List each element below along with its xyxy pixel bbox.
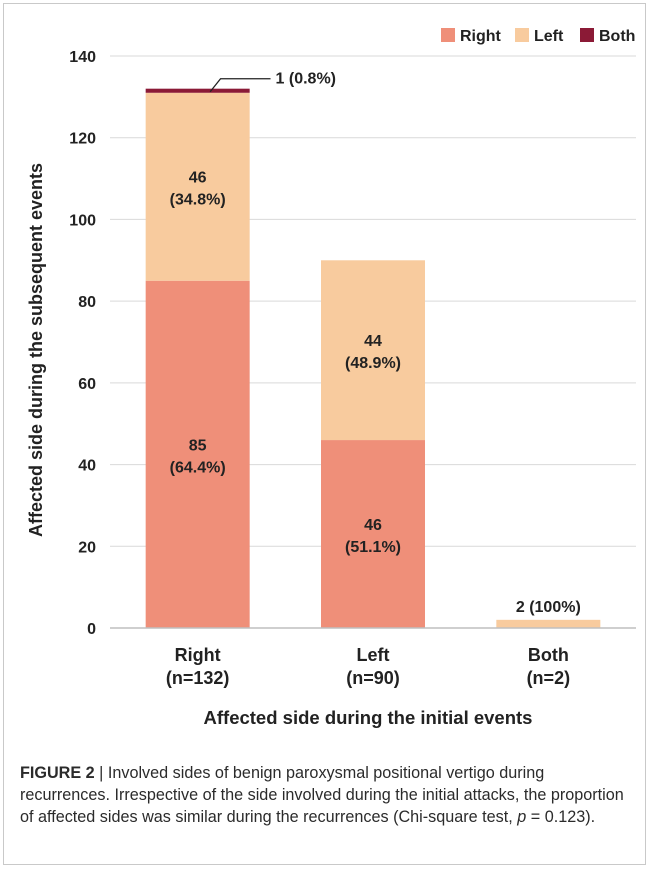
data-label-percent: (51.1%) — [345, 539, 401, 556]
x-category-label: Left — [357, 645, 390, 665]
bar-segment-left — [145, 92, 250, 281]
y-tick-label: 40 — [78, 458, 96, 475]
legend-label-right: Right — [460, 28, 502, 45]
y-tick-label: 20 — [78, 539, 96, 556]
legend: Right Left Both — [441, 28, 635, 45]
bar-segment-both — [145, 88, 250, 93]
figure-caption: FIGURE 2 | Involved sides of benign paro… — [20, 762, 630, 828]
data-label-value: 44 — [364, 333, 382, 350]
y-tick-label: 120 — [69, 131, 96, 148]
callout-leader-line — [209, 78, 271, 93]
legend-label-both: Both — [599, 28, 635, 45]
data-labels: 85 (64.4%) 46 (34.8%) 46 (51.1%) 44 (48.9%) 1 (0… — [170, 71, 581, 616]
stacked-bar-chart: 85 (64.4%) 46 (34.8%) 46 (51.1%) 44 (48.9%) 1 (0… — [26, 28, 636, 728]
x-axis-title: Affected side during the initial events — [204, 707, 533, 728]
y-tick-label: 0 — [87, 621, 96, 638]
x-category-label: Right — [175, 645, 221, 665]
bars — [145, 88, 601, 628]
legend-swatch-right — [441, 28, 455, 42]
y-axis-title: Affected side during the subsequent even… — [26, 163, 46, 537]
callout-label: 1 (0.8%) — [276, 71, 336, 88]
y-tick-label: 140 — [69, 49, 96, 66]
caption-p-symbol: p — [517, 808, 527, 826]
caption-figure-label: FIGURE 2 — [20, 764, 95, 782]
legend-label-left: Left — [534, 28, 564, 45]
bar-segment-right — [145, 280, 250, 628]
y-tick-label: 100 — [69, 212, 96, 229]
caption-text: Involved sides of benign paroxysmal posi… — [20, 764, 624, 826]
data-label-value: 46 — [189, 170, 207, 187]
caption-separator: | — [94, 764, 108, 782]
data-label-value: 46 — [364, 517, 382, 534]
caption-text-end: = 0.123). — [526, 808, 596, 826]
legend-swatch-both — [580, 28, 594, 42]
x-category-label: Both — [528, 645, 569, 665]
y-tick-label: 80 — [78, 294, 96, 311]
axes: 0 20 40 60 80 100 120 140 Right (n=132) Left (n=90)… — [26, 49, 636, 728]
data-label-percent: (34.8%) — [170, 192, 226, 209]
data-label-percent: (64.4%) — [170, 459, 226, 476]
x-category-count: (n=132) — [166, 668, 230, 688]
x-category-count: (n=2) — [527, 668, 571, 688]
callout-label: 2 (100%) — [516, 599, 581, 616]
legend-swatch-left — [515, 28, 529, 42]
x-category-count: (n=90) — [346, 668, 400, 688]
data-label-percent: (48.9%) — [345, 355, 401, 372]
figure-frame — [3, 3, 646, 865]
bar-segment-left — [321, 260, 425, 441]
data-label-value: 85 — [189, 437, 207, 454]
bar-segment-right — [321, 440, 425, 628]
bar-segment-left — [496, 619, 601, 628]
y-tick-label: 60 — [78, 376, 96, 393]
